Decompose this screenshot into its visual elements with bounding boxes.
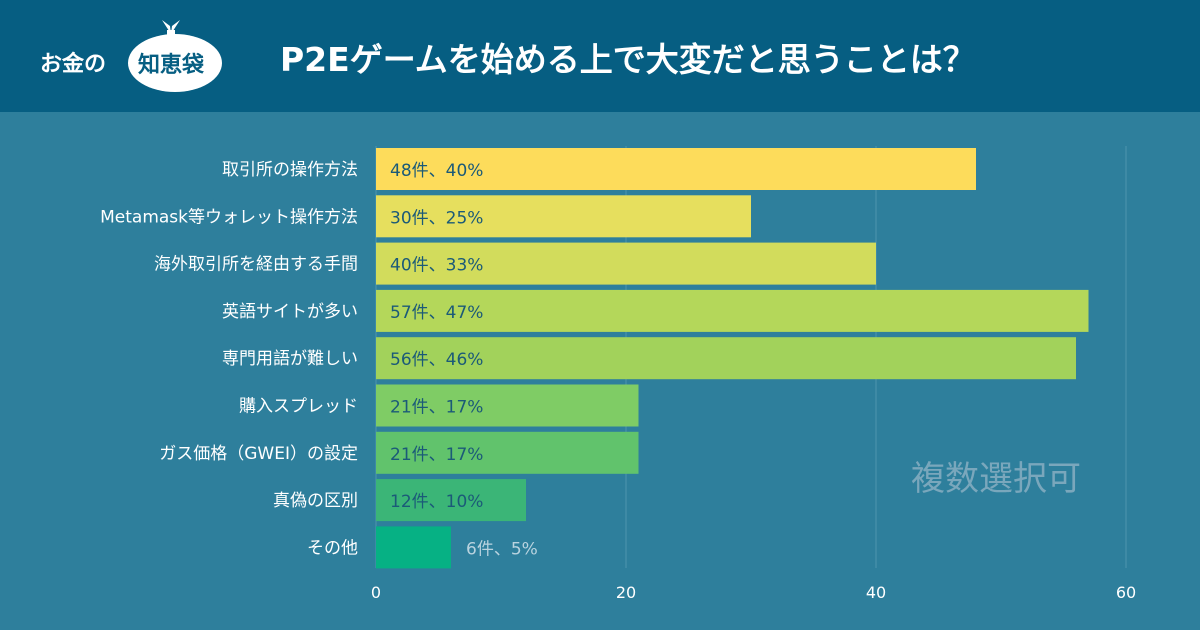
bar: [376, 289, 1089, 332]
bar: [376, 195, 751, 238]
data-labels: 48件、40% 30件、25% 40件、33% 57件、47% 56件、46% 21件、1…: [390, 161, 538, 559]
bar: [376, 479, 526, 522]
category-label: その他: [307, 538, 358, 558]
data-label: 40件、33%: [390, 256, 483, 276]
data-label: 30件、25%: [390, 208, 483, 228]
data-label: 21件、17%: [390, 398, 483, 418]
bar: [376, 242, 876, 285]
category-label: 専門用語が難しい: [222, 349, 358, 369]
x-tick-labels: 0 20 40 60: [371, 583, 1136, 602]
data-label: 57件、47%: [390, 303, 483, 323]
bar: [376, 148, 976, 190]
header: お金の 知恵袋 P2Eゲームを始める上で大変だと思うことは？: [0, 0, 1200, 112]
logo-prefix: お金の: [40, 52, 107, 77]
x-tick-label: 40: [866, 583, 886, 602]
bar: [376, 431, 639, 474]
category-label: 英語サイトが多い: [222, 302, 358, 322]
x-tick-label: 0: [371, 583, 381, 602]
bag-knot-icon: [162, 20, 180, 36]
category-label: Metamask等ウォレット操作方法: [100, 207, 358, 227]
category-labels: 取引所の操作方法 Metamask等ウォレット操作方法海外取引所を経由する手間英語…: [100, 160, 358, 558]
bar: [376, 384, 639, 427]
bar: [376, 526, 451, 569]
category-label: 真偽の区別: [273, 491, 358, 511]
category-label: ガス価格（GWEI）の設定: [159, 444, 358, 464]
data-label: 56件、46%: [390, 350, 483, 370]
data-label: 48件、40%: [390, 161, 483, 181]
logo: お金の 知恵袋: [30, 20, 240, 100]
bars: [376, 148, 1089, 569]
category-label: 購入スプレッド: [239, 397, 358, 417]
page-title: P2Eゲームを始める上で大変だと思うことは？: [280, 40, 976, 79]
category-label: 海外取引所を経由する手間: [154, 255, 358, 275]
multiple-choice-note: 複数選択可: [911, 459, 1081, 499]
data-label: 21件、17%: [390, 445, 483, 465]
bar-chart: 取引所の操作方法 Metamask等ウォレット操作方法海外取引所を経由する手間英語…: [100, 146, 1136, 602]
data-label: 6件、5%: [466, 539, 538, 559]
logo-bag-icon: [128, 34, 222, 92]
logo-bag-text: 知恵袋: [138, 53, 205, 78]
category-label: 取引所の操作方法: [222, 160, 358, 180]
x-tick-label: 60: [1116, 583, 1136, 602]
bar: [376, 337, 1076, 380]
x-tick-label: 20: [616, 583, 636, 602]
data-label: 12件、10%: [390, 492, 483, 512]
